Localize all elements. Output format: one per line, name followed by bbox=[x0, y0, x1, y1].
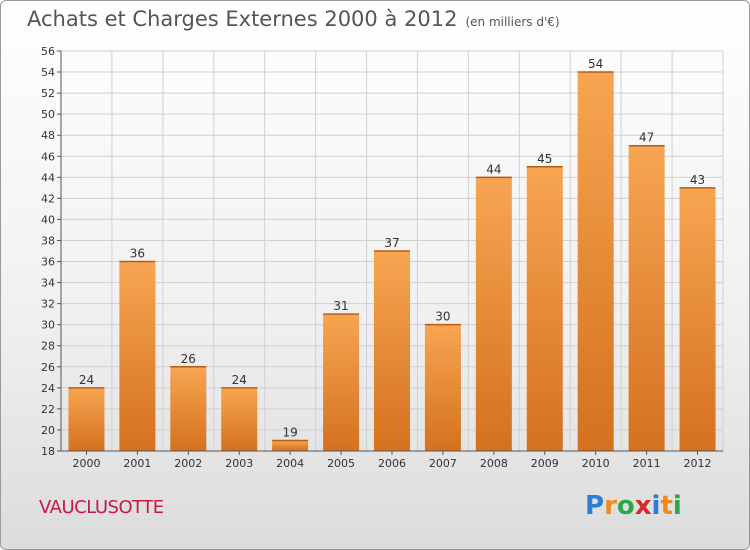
bar bbox=[424, 324, 461, 451]
bar bbox=[577, 72, 614, 451]
logo-letter: i bbox=[672, 491, 682, 521]
bar-value-label: 36 bbox=[130, 247, 145, 261]
x-tick-label: 2002 bbox=[174, 457, 202, 470]
x-tick-label: 2001 bbox=[123, 457, 151, 470]
bar-value-label: 45 bbox=[537, 152, 552, 166]
y-tick-label: 46 bbox=[41, 150, 55, 163]
x-tick-label: 2008 bbox=[480, 457, 508, 470]
bar-value-label: 24 bbox=[79, 373, 94, 387]
y-tick-label: 26 bbox=[41, 361, 55, 374]
bar-value-label: 24 bbox=[232, 373, 247, 387]
y-tick-label: 18 bbox=[41, 445, 55, 458]
y-tick-label: 44 bbox=[41, 171, 55, 184]
y-tick-label: 54 bbox=[41, 66, 55, 79]
bar-value-label: 30 bbox=[435, 310, 450, 324]
x-tick-label: 2000 bbox=[72, 457, 100, 470]
chart-title: Achats et Charges Externes 2000 à 2012 (e… bbox=[27, 7, 560, 31]
logo-letter: t bbox=[660, 491, 673, 521]
y-tick-label: 48 bbox=[41, 129, 55, 142]
y-tick-label: 42 bbox=[41, 192, 55, 205]
x-tick-label: 2003 bbox=[225, 457, 253, 470]
bars: 24 36 26 24 19 31 37 30 44 45 54 47 43 bbox=[68, 57, 716, 451]
x-tick-label: 2004 bbox=[276, 457, 304, 470]
y-tick-label: 34 bbox=[41, 277, 55, 290]
y-tick-label: 50 bbox=[41, 108, 55, 121]
y-tick-label: 56 bbox=[41, 45, 55, 58]
bar-value-label: 19 bbox=[283, 425, 298, 439]
axes: 18 20 22 24 26 28 30 32 34 36 38 40 42 44 46 48 50 52 54 56… bbox=[41, 45, 723, 470]
y-tick-label: 32 bbox=[41, 298, 55, 311]
x-tick-label: 2012 bbox=[684, 457, 712, 470]
bar bbox=[628, 145, 665, 451]
bar-value-label: 37 bbox=[384, 236, 399, 250]
bar bbox=[475, 177, 512, 451]
y-tick-label: 36 bbox=[41, 256, 55, 269]
bar-value-label: 47 bbox=[639, 131, 654, 145]
logo-letter: x bbox=[634, 491, 652, 521]
bar bbox=[68, 387, 105, 451]
x-tick-label: 2006 bbox=[378, 457, 406, 470]
x-tick-label: 2009 bbox=[531, 457, 559, 470]
bar bbox=[679, 187, 716, 451]
logo-letter: o bbox=[616, 491, 635, 521]
x-tick-label: 2011 bbox=[633, 457, 661, 470]
y-tick-label: 24 bbox=[41, 382, 55, 395]
y-tick-label: 38 bbox=[41, 234, 55, 247]
y-tick-label: 40 bbox=[41, 213, 55, 226]
y-tick-label: 52 bbox=[41, 87, 55, 100]
logo-letter: i bbox=[651, 491, 661, 521]
bar-value-label: 26 bbox=[181, 352, 196, 366]
bar bbox=[221, 387, 258, 451]
bar bbox=[374, 251, 410, 451]
y-tick-label: 28 bbox=[41, 340, 55, 353]
bar bbox=[526, 166, 563, 451]
title-text: Achats et Charges Externes 2000 à 2012 bbox=[27, 7, 458, 31]
bar-value-label: 54 bbox=[588, 57, 603, 71]
bar-value-label: 43 bbox=[690, 173, 705, 187]
bar bbox=[323, 314, 360, 451]
y-tick-label: 30 bbox=[41, 319, 55, 332]
bar-value-label: 44 bbox=[486, 162, 501, 176]
bar-value-label: 31 bbox=[333, 299, 348, 313]
city-name: VAUCLUSOTTE bbox=[39, 497, 164, 518]
proxiti-logo: Proxiti bbox=[585, 491, 682, 521]
y-tick-label: 20 bbox=[41, 424, 55, 437]
x-tick-label: 2005 bbox=[327, 457, 355, 470]
y-tick-label: 22 bbox=[41, 403, 55, 416]
x-tick-label: 2007 bbox=[429, 457, 457, 470]
bar bbox=[272, 440, 309, 451]
logo-letter: P bbox=[585, 491, 605, 521]
title-unit: (en milliers d'€) bbox=[465, 15, 560, 29]
bar bbox=[170, 366, 207, 451]
x-tick-label: 2010 bbox=[582, 457, 610, 470]
logo-letter: r bbox=[604, 491, 617, 521]
bar bbox=[119, 261, 156, 451]
